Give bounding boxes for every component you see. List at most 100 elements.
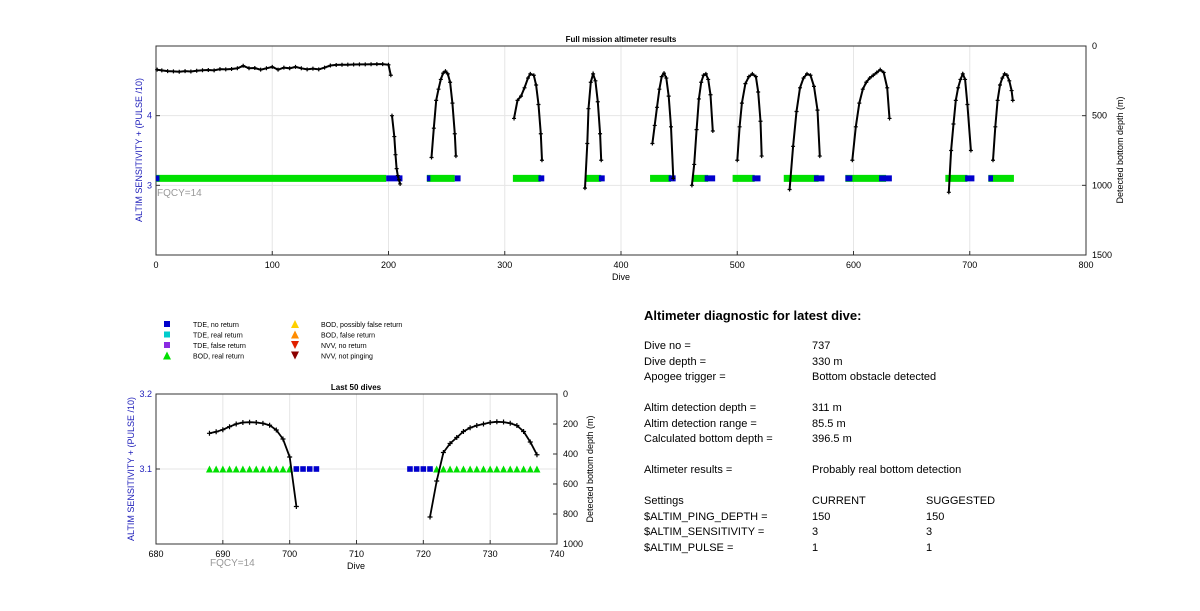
bottom-depth-point <box>447 441 453 446</box>
suggested-header: SUGGESTED <box>926 495 996 507</box>
legend-item: BOD, possibly false return <box>291 320 402 329</box>
bottom-depth-point <box>1009 88 1014 93</box>
bottom-depth-point <box>991 158 995 163</box>
tde-no-return-marker <box>704 175 716 182</box>
bottom-depth-point <box>507 420 513 426</box>
bottom-depth-point <box>240 420 246 425</box>
bod-real-return-marker <box>252 465 260 473</box>
bottom-depth-line <box>513 72 543 161</box>
bottom-depth-point <box>440 450 446 455</box>
x-tick-label: 690 <box>215 549 230 559</box>
dive-depth-label: Dive depth = <box>644 355 707 368</box>
bottom-depth-point <box>585 141 590 146</box>
bod-real-return-marker <box>533 465 541 473</box>
bottom-depth-point <box>212 68 217 73</box>
bottom-depth-point <box>434 478 440 484</box>
bottom-depth-point <box>960 71 965 76</box>
bottom-depth-point <box>287 454 293 460</box>
bottom-depth-point <box>1000 76 1005 81</box>
bottom-depth-point <box>276 67 281 72</box>
diagnostic-row: Dive no = 737 <box>644 339 1064 355</box>
legend-item: NVV, not pinging <box>291 351 373 361</box>
x-tick-label: 0 <box>153 260 158 270</box>
bottom-depth-point <box>951 122 956 127</box>
right-y-tick-label: 1000 <box>563 539 583 549</box>
x-axis-label: Dive <box>347 561 365 571</box>
bod-real-return-marker <box>691 174 709 182</box>
last-50-dives-chart: Last 50 dives 680 690 700 710 720 730 740 3.13… <box>126 383 595 571</box>
legend-item: NVV, no return <box>291 341 367 350</box>
bottom-depth-point <box>668 124 673 129</box>
bod-real-return-marker <box>500 465 508 473</box>
bottom-depth-point <box>808 73 813 78</box>
bottom-depth-point <box>885 85 890 90</box>
x-tick-label: 200 <box>381 260 396 270</box>
tde-no-return-marker <box>386 175 403 182</box>
bottom-depth-point <box>247 66 251 71</box>
bod-real-return-marker <box>845 174 887 182</box>
bottom-depth-point <box>374 62 379 67</box>
x-tick-label: 730 <box>483 549 498 559</box>
bottom-depth-point <box>1004 73 1009 78</box>
bottom-depth-point <box>220 427 226 433</box>
bottom-depth-point <box>369 62 374 67</box>
legend-label: TDE, false return <box>193 343 246 350</box>
bottom-depth-point <box>363 62 368 67</box>
left-y-tick-label: 3.2 <box>139 389 152 399</box>
bottom-depth-point <box>487 420 493 425</box>
bottom-depth-point <box>213 429 219 435</box>
detection-range-value: 85.5 m <box>812 417 846 430</box>
bottom-depth-line <box>651 71 675 179</box>
bottom-depth-point <box>758 119 763 124</box>
bottom-depth-point <box>708 92 713 97</box>
bottom-depth-point <box>664 76 669 81</box>
bottom-depth-point <box>860 87 865 92</box>
bottom-depth-point <box>429 155 434 160</box>
x-tick-label: 100 <box>265 260 280 270</box>
bottom-depth-point <box>395 173 400 178</box>
tde-no-return-marker <box>965 175 975 182</box>
bottom-depth-value: 396.5 m <box>812 433 852 445</box>
bottom-depth-point <box>706 77 711 82</box>
fqcy-annotation: FQCY=14 <box>210 558 255 569</box>
bottom-depth-point <box>963 77 968 82</box>
bottom-depth-point <box>993 124 998 129</box>
tde-no-return-marker <box>407 466 413 472</box>
bottom-depth-point <box>443 69 448 74</box>
bottom-depth-point <box>694 127 699 132</box>
legend-label: TDE, real return <box>193 333 243 340</box>
bottom-depth-point <box>396 177 401 182</box>
bottom-depth-line <box>947 71 972 193</box>
bottom-depth-point <box>878 67 883 72</box>
bod-real-return-marker <box>453 465 461 473</box>
bod-real-return-marker <box>212 465 220 473</box>
bottom-depth-point <box>534 452 540 458</box>
x-tick-label: 710 <box>349 549 364 559</box>
bottom-depth-point <box>310 66 315 71</box>
legend-marker <box>164 321 170 327</box>
bottom-depth-point <box>188 69 193 74</box>
settings-row: $ALTIM_PULSE = 1 1 <box>644 541 1064 557</box>
bottom-depth-point <box>965 102 970 107</box>
bottom-depth-point <box>531 73 536 78</box>
legend-item: TDE, no return <box>164 321 239 329</box>
bottom-depth-line <box>391 115 402 185</box>
x-tick-label: 800 <box>1078 260 1093 270</box>
bottom-depth-point <box>427 514 433 520</box>
bottom-depth-point <box>392 134 397 139</box>
depth-lines <box>206 419 540 520</box>
bod-real-return-marker <box>486 465 494 473</box>
bottom-depth-point <box>599 158 604 163</box>
bottom-depth-point <box>512 116 517 121</box>
bottom-depth-point <box>194 68 199 73</box>
bottom-depth-point <box>864 80 869 85</box>
bottom-depth-point <box>701 73 706 78</box>
bod-real-return-marker <box>513 465 521 473</box>
settings-header: Settings CURRENT SUGGESTED <box>644 494 1064 510</box>
bottom-depth-point <box>582 186 587 191</box>
bottom-depth-point <box>217 67 222 72</box>
bottom-depth-point <box>264 66 269 71</box>
legend-label: BOD, false return <box>321 333 375 340</box>
bottom-depth-point <box>398 181 403 186</box>
bottom-depth-point <box>380 62 385 67</box>
